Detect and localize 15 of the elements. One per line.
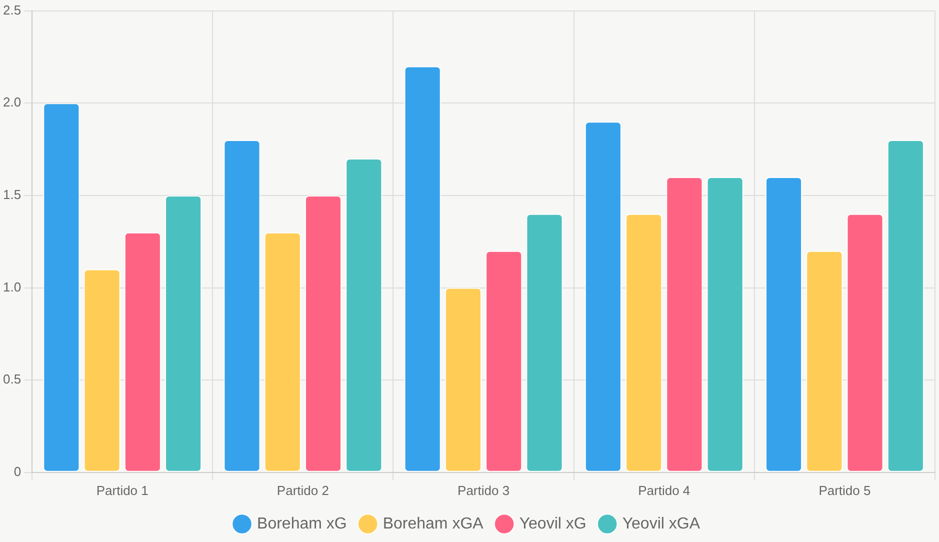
x-tick-label: Partido 1 <box>96 482 148 498</box>
y-tick-label: 2.0 <box>2 94 22 110</box>
legend-label: Yeovil xG <box>519 515 586 532</box>
x-tick-label: Partido 4 <box>638 482 690 498</box>
x-tick-label: Partido 2 <box>276 482 329 498</box>
y-tick-label: 2.5 <box>2 2 22 18</box>
legend-label: Boreham xGA <box>382 515 484 532</box>
y-tick-label: 0 <box>14 464 22 479</box>
y-tick-label: 1.0 <box>2 279 22 294</box>
y-tick-label: 1.5 <box>2 187 22 202</box>
x-tick-label: Partido 3 <box>458 482 510 498</box>
y-tick-label: 0.5 <box>2 372 22 387</box>
legend-label: Yeovil xGA <box>622 515 700 532</box>
x-tick-label: Partido 5 <box>818 482 871 498</box>
legend-label: Boreham xG <box>257 515 347 532</box>
